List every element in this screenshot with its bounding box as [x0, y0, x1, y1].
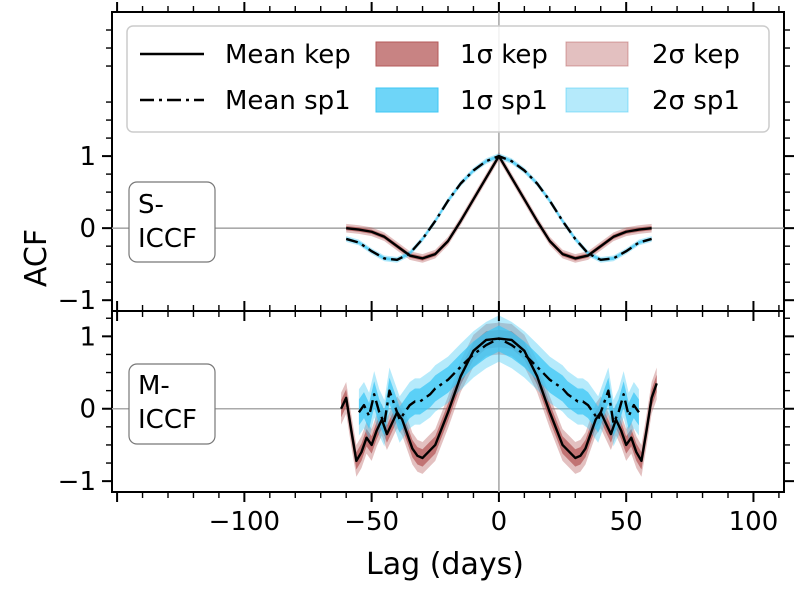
m-iccf-box: M- ICCF [128, 363, 216, 445]
s-iccf-box-frame [128, 181, 216, 263]
legend: Mean kep Mean sp1 1σ kep 1σ sp1 2σ kep 2… [126, 25, 770, 133]
legend-mean-kep-label: Mean kep [225, 40, 351, 70]
legend-mean-sp1-label: Mean sp1 [225, 86, 351, 116]
xtick-label-2: 0 [491, 507, 508, 537]
xtick-label-0: −100 [209, 507, 280, 537]
m-iccf-box-line2: ICCF [138, 405, 197, 435]
s-iccf-box-line2: ICCF [138, 224, 197, 254]
m-iccf-1sigma-band-mean-sp1 [358, 325, 639, 437]
xtick-label-3: 50 [610, 507, 643, 537]
x-axis-label: Lag (days) [366, 547, 524, 582]
m-iccf-ytick-label-0: −1 [58, 467, 96, 497]
legend-2sigma-sp1-swatch [565, 87, 629, 113]
s-iccf-2sigma-band-mean-sp1 [346, 153, 652, 263]
s-iccf-box-line1: S- [138, 190, 164, 220]
s-iccf-ytick-label-2: 1 [79, 142, 96, 172]
legend-2sigma-sp1-label: 2σ sp1 [652, 86, 740, 116]
legend-1sigma-kep-label: 1σ kep [460, 40, 548, 70]
m-iccf-ytick-label-2: 1 [79, 322, 96, 352]
panel-m-iccf [112, 311, 784, 492]
s-iccf-box: S- ICCF [128, 181, 216, 263]
m-iccf-box-frame [128, 363, 216, 445]
legend-1sigma-sp1-label: 1σ sp1 [460, 86, 548, 116]
axes: −1 0 1 −1 0 1 −100 −50 0 50 100 [58, 2, 794, 537]
m-iccf-line-mean-sp1 [357, 337, 640, 425]
m-iccf-2sigma-band-mean-kep [341, 322, 657, 477]
y-axis-label: ACF [19, 229, 54, 287]
s-iccf-line-mean-sp1 [345, 154, 652, 262]
legend-1sigma-kep-swatch [375, 41, 439, 67]
xtick-label-4: 100 [729, 507, 779, 537]
s-iccf-ytick-label-1: 0 [79, 214, 96, 244]
m-iccf-ytick-label-1: 0 [79, 395, 96, 425]
legend-1sigma-sp1-swatch [375, 87, 439, 113]
m-iccf-2sigma-band-mean-sp1 [358, 315, 639, 447]
s-iccf-ytick-label-0: −1 [58, 286, 96, 316]
legend-box [126, 25, 770, 133]
legend-2sigma-kep-swatch [565, 41, 629, 67]
m-iccf-box-line1: M- [138, 371, 170, 401]
legend-2sigma-kep-label: 2σ kep [652, 40, 740, 70]
xtick-label-1: −50 [344, 507, 399, 537]
panel-s-iccf [112, 12, 784, 311]
